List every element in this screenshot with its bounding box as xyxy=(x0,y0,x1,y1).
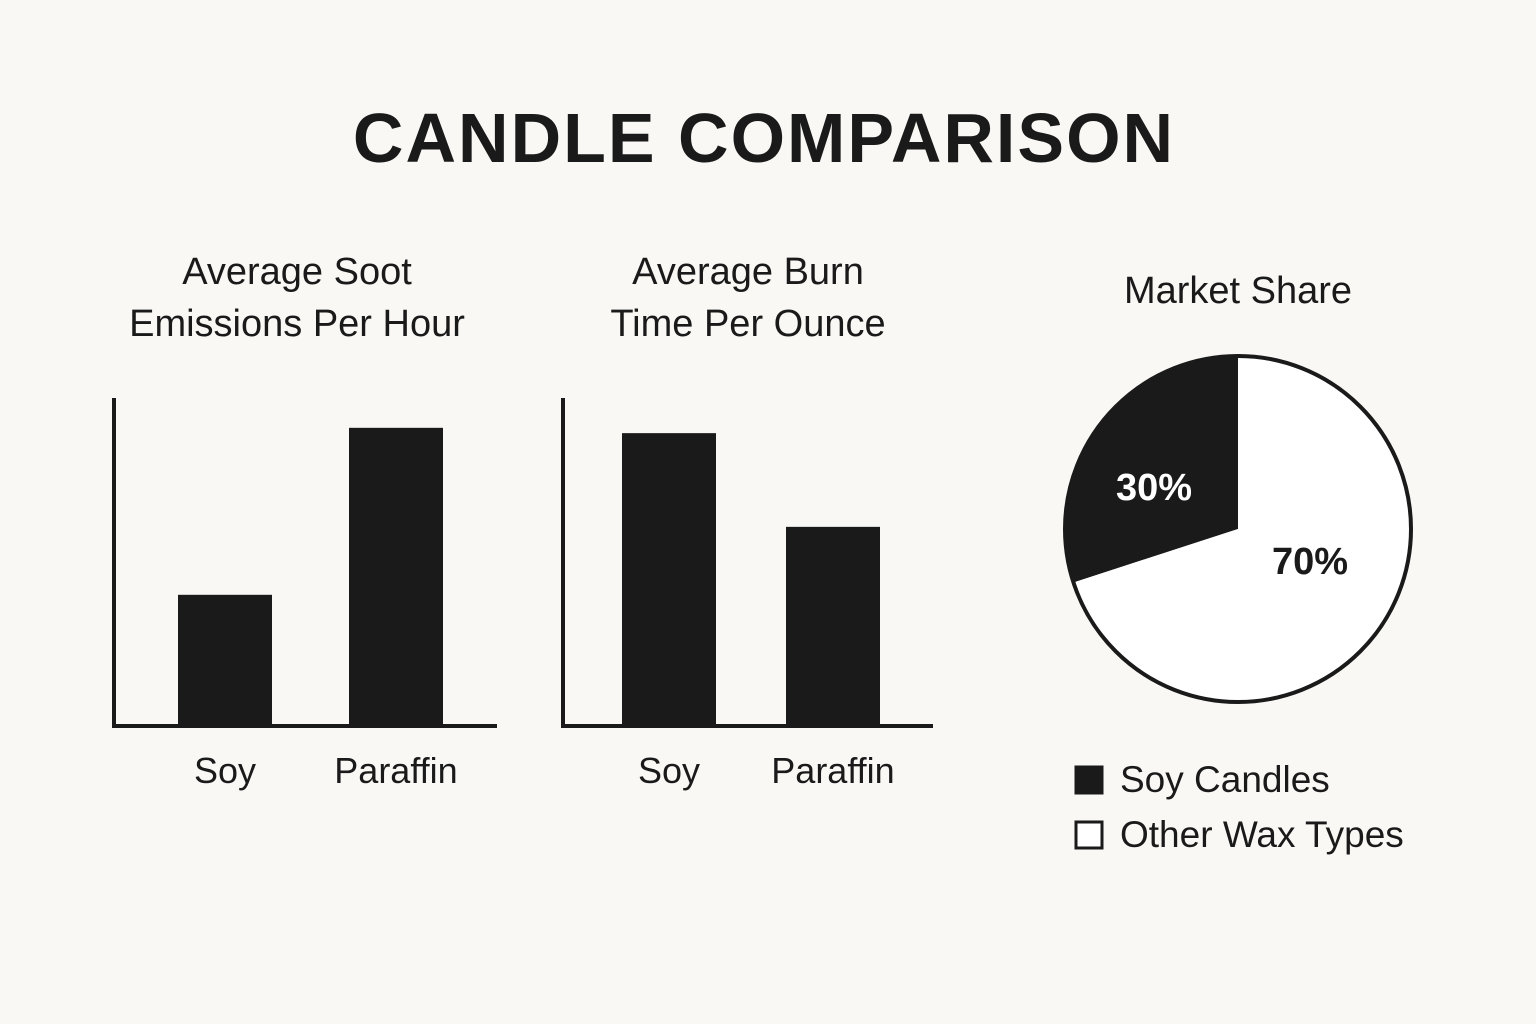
burn-axis-lines xyxy=(561,398,933,728)
soot-bar-paraffin xyxy=(349,427,443,726)
legend-swatch-soy-candles xyxy=(1074,765,1104,795)
pie-label-soy-candles: 30% xyxy=(1116,467,1192,509)
burn-time-chart: Average Burn Time Per Ounce Soy Paraffin xyxy=(561,251,933,791)
burn-tick-label-soy: Soy xyxy=(638,750,700,791)
legend-label-other-wax-types: Other Wax Types xyxy=(1120,814,1404,855)
legend-label-soy-candles: Soy Candles xyxy=(1120,759,1330,800)
market-share-chart: Market Share 30% 70% Soy Candles Other Wax T… xyxy=(1063,270,1413,855)
soot-tick-label-soy: Soy xyxy=(194,750,256,791)
burn-tick-label-paraffin: Paraffin xyxy=(771,750,894,791)
soot-emissions-chart: Average Soot Emissions Per Hour Soy Paraffi… xyxy=(112,251,497,791)
pie-slice-soy-candles xyxy=(1064,356,1238,583)
legend-swatch-other-wax-types xyxy=(1074,820,1104,850)
soot-chart-title-line: Emissions Per Hour xyxy=(129,303,465,345)
burn-bar-soy xyxy=(622,433,716,726)
pie-outline xyxy=(1063,354,1413,704)
main-title: CANDLE COMPARISON xyxy=(353,99,1175,177)
burn-chart-title-line: Time Per Ounce xyxy=(610,303,885,345)
market-share-title: Market Share xyxy=(1124,270,1352,312)
soot-bar-soy xyxy=(178,594,272,726)
soot-tick-label-paraffin: Paraffin xyxy=(334,750,457,791)
pie-label-other-wax-types: 70% xyxy=(1272,541,1348,583)
pie-slice-other-wax-types xyxy=(1073,356,1411,702)
soot-chart-title-line: Average Soot xyxy=(182,251,412,293)
burn-bar-paraffin xyxy=(786,526,880,726)
burn-chart-title-line: Average Burn xyxy=(632,251,864,293)
soot-axis-lines xyxy=(112,398,497,728)
